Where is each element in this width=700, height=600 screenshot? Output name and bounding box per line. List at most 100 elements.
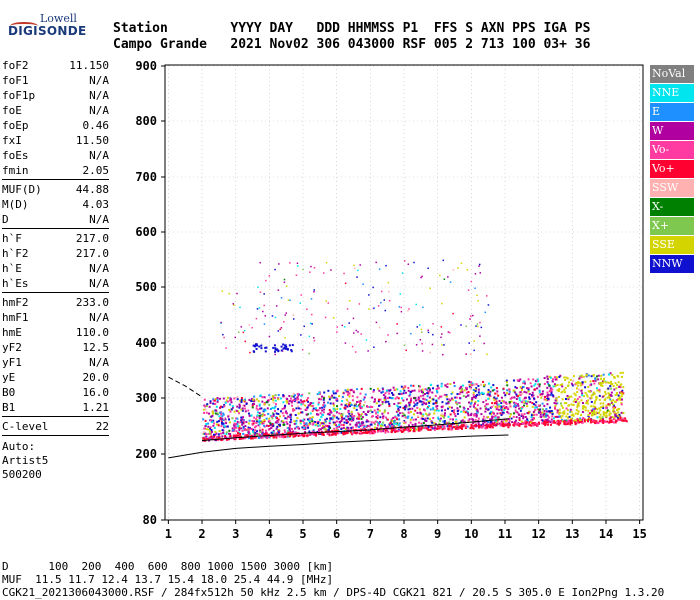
echo-point — [373, 409, 376, 412]
echo-point — [251, 404, 254, 407]
echo-point — [408, 403, 411, 406]
echo-point — [388, 396, 391, 399]
echo-point — [454, 427, 457, 430]
echo-point — [440, 414, 443, 417]
echo-point — [243, 400, 246, 403]
echo-point — [396, 424, 399, 427]
echo-point — [592, 408, 595, 411]
echo-point — [274, 347, 277, 350]
echo-point — [548, 416, 551, 419]
echo-point — [228, 421, 231, 424]
echo-point — [208, 427, 211, 430]
echo-point — [242, 331, 245, 334]
echo-point — [348, 418, 351, 421]
echo-point — [456, 426, 459, 429]
echo-point — [347, 427, 350, 430]
echo-point — [246, 434, 249, 437]
echo-point — [221, 435, 224, 438]
echo-point — [289, 416, 292, 419]
echo-point — [423, 427, 426, 430]
echo-point — [528, 421, 531, 424]
echo-point — [474, 396, 477, 399]
echo-point — [430, 425, 433, 428]
echo-point — [472, 414, 475, 417]
echo-point — [520, 387, 523, 390]
echo-point — [382, 394, 385, 397]
echo-point — [413, 397, 416, 400]
echo-point — [348, 403, 351, 406]
echo-point — [292, 395, 295, 398]
echo-point — [404, 421, 407, 424]
echo-point — [621, 371, 624, 374]
echo-point — [448, 398, 451, 401]
echo-point — [204, 436, 207, 439]
echo-point — [604, 406, 607, 409]
param-row: yF1 N/A — [2, 355, 109, 370]
echo-point — [476, 404, 479, 407]
echo-point — [560, 419, 563, 422]
echo-point — [306, 406, 309, 409]
echo-point — [490, 386, 493, 389]
echo-point — [419, 411, 422, 414]
echo-point — [263, 403, 266, 406]
echo-point — [602, 379, 605, 382]
echo-point — [561, 420, 564, 423]
header-line-1: Station YYYY DAY DDD HHMMSS P1 FFS S AXN… — [113, 21, 591, 36]
echo-point — [602, 421, 605, 424]
echo-point — [407, 389, 410, 392]
echo-point — [620, 402, 623, 405]
echo-point — [414, 409, 417, 412]
echo-point — [284, 411, 287, 414]
echo-point — [425, 420, 428, 423]
echo-point — [226, 396, 229, 399]
echo-point — [340, 428, 343, 431]
echo-point — [358, 417, 361, 420]
echo-point — [313, 339, 316, 342]
param-value: N/A — [89, 149, 109, 162]
echo-point — [402, 428, 405, 431]
echo-point — [473, 395, 476, 398]
echo-point — [607, 392, 610, 395]
echo-point — [408, 407, 411, 410]
echo-point — [287, 427, 290, 430]
echo-point — [616, 398, 619, 401]
echo-point — [241, 423, 244, 426]
echo-point — [282, 421, 285, 424]
echo-point — [415, 428, 418, 431]
echo-point — [605, 414, 608, 417]
param-name: foF1 — [2, 74, 29, 87]
echo-point — [302, 268, 304, 271]
echo-point — [532, 410, 535, 413]
echo-point — [422, 417, 425, 420]
echo-point — [258, 423, 261, 426]
echo-point — [346, 421, 349, 424]
echo-point — [420, 417, 423, 420]
echo-point — [508, 388, 511, 391]
echo-point — [418, 385, 421, 388]
echo-point — [488, 392, 491, 395]
echo-point — [416, 326, 418, 328]
echo-point — [420, 276, 422, 279]
echo-point — [513, 412, 516, 415]
echo-point — [297, 393, 300, 396]
echo-point — [563, 420, 566, 423]
echo-point — [259, 261, 262, 264]
echo-point — [258, 421, 261, 424]
echo-point — [234, 435, 237, 438]
echo-point — [367, 430, 370, 433]
autoscaling-info: Auto: Artist5 500200 — [2, 440, 109, 482]
echo-point — [217, 433, 220, 436]
echo-point — [330, 269, 332, 271]
echo-point — [322, 397, 325, 400]
param-name: hmF1 — [2, 311, 29, 324]
echo-point — [435, 409, 438, 412]
echo-point — [378, 404, 381, 407]
echo-point — [443, 414, 446, 417]
echo-point — [454, 421, 457, 424]
echo-point — [219, 405, 222, 408]
echo-point — [466, 268, 469, 271]
echo-point — [426, 414, 429, 417]
echo-point — [581, 407, 584, 410]
echo-point — [604, 393, 607, 396]
echo-point — [554, 378, 557, 381]
